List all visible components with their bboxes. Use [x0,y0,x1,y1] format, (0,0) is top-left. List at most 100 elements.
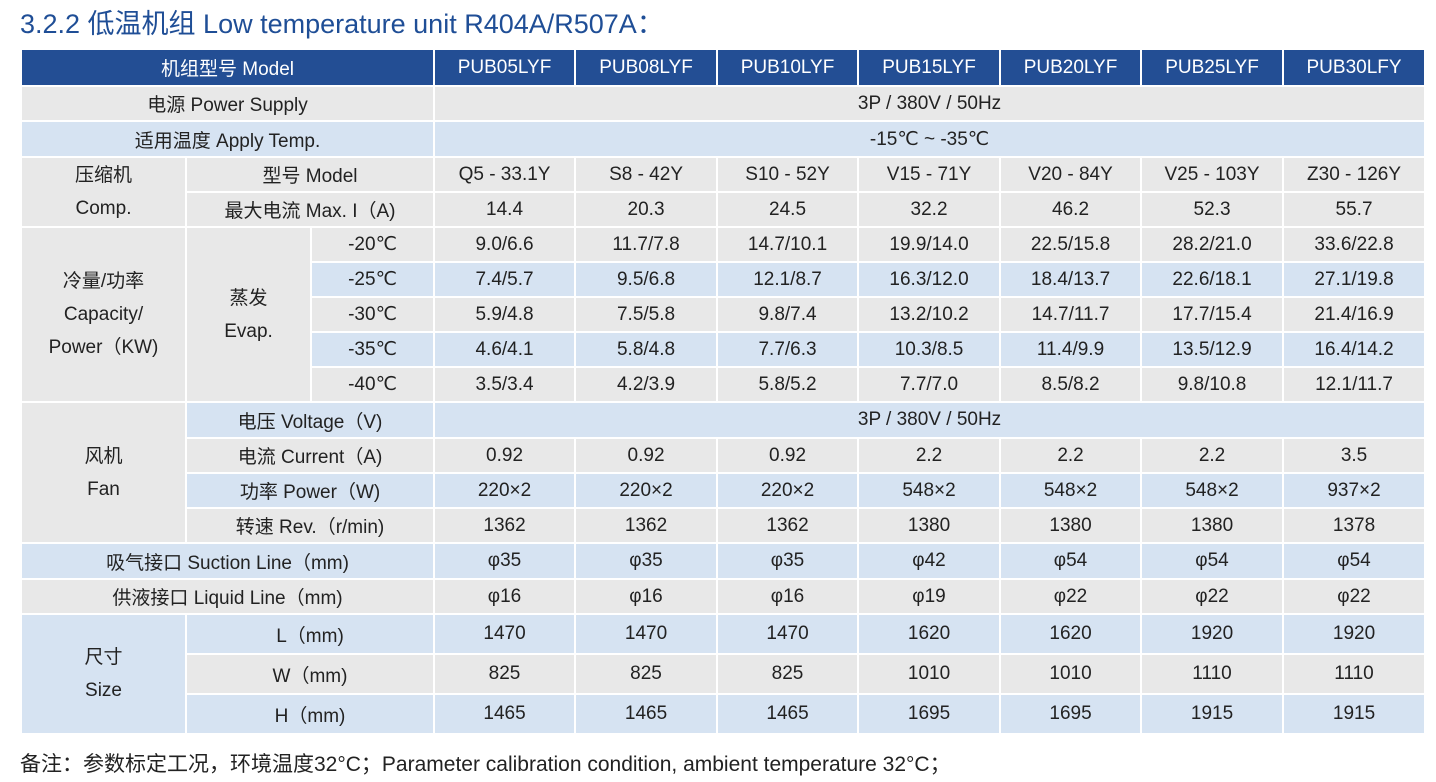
size-value: 1010 [999,653,1143,695]
fan-current: 2.2 [1140,437,1285,474]
size-dimension-label: L（mm) [184,613,436,655]
power-supply-row: 电源 Power Supply 3P / 380V / 50Hz [19,85,1427,122]
fan-current: 0.92 [574,437,719,474]
size-value: 825 [716,653,860,695]
size-row: W（mm) 825 825 825 1010 1010 1110 1110 [21,653,1427,695]
model-name: PUB20LYF [999,48,1143,87]
fan-group-zh: 风机 [84,445,123,467]
capacity-row: 冷量/功率 Capacity/ Power（KW) 蒸发 Evap. -20℃ … [20,226,1427,403]
capacity-group-label: 冷量/功率 Capacity/ Power（KW) [20,226,187,403]
fan-current-row: 电流 Current（A) 0.92 0.92 0.92 2.2 2.2 2.2… [21,437,1427,474]
capacity-value: 18.4/13.7 [999,261,1143,298]
fan-rev-row: 转速 Rev.（r/min) 1362 1362 1362 1380 1380 … [21,507,1427,544]
liquid-line-value: φ16 [716,578,860,615]
fan-current: 0.92 [716,437,860,474]
capacity-value: 13.5/12.9 [1140,331,1285,368]
size-value: 1110 [1282,653,1427,695]
compressor-group-en: Comp. [75,198,132,219]
evap-label: 蒸发 Evap. [185,226,312,403]
fan-current: 2.2 [999,437,1143,474]
evap-temp: -20℃ [309,226,436,263]
compressor-model: Z30 - 126Y [1282,156,1427,193]
compressor-current-label: 最大电流 Max. I（A) [184,191,436,228]
size-value: 1465 [574,693,719,735]
fan-group-en: Fan [87,478,120,500]
capacity-value: 7.4/5.7 [433,261,577,298]
evap-temp: -25℃ [309,261,436,298]
liquid-line-value: φ19 [857,578,1002,615]
compressor-current: 55.7 [1282,191,1427,228]
model-name: PUB15LYF [857,48,1002,87]
liquid-line-value: φ22 [1282,578,1427,615]
capacity-value: 33.6/22.8 [1282,226,1427,263]
size-row: H（mm) 1465 1465 1465 1695 1695 1915 1915 [21,693,1427,735]
capacity-value: 21.4/16.9 [1282,296,1427,333]
capacity-value: 16.4/14.2 [1282,331,1427,368]
size-value: 1915 [1282,693,1427,735]
fan-voltage-row: 风机 Fan 电压 Voltage（V) 3P / 380V / 50Hz [20,401,1427,544]
capacity-row: -25℃ 7.4/5.7 9.5/6.8 12.1/8.7 16.3/12.0 … [21,261,1427,298]
capacity-value: 5.9/4.8 [433,296,577,333]
compressor-model-row: 压缩机 Comp. 型号 Model Q5 - 33.1Y S8 - 42Y S… [20,156,1427,228]
suction-line-value: φ42 [857,542,1002,580]
size-value: 1915 [1140,693,1285,735]
size-value: 1920 [1140,613,1285,655]
capacity-value: 22.5/15.8 [999,226,1143,263]
compressor-current: 32.2 [857,191,1002,228]
compressor-group-label: 压缩机 Comp. [20,156,187,228]
capacity-value: 7.5/5.8 [574,296,719,333]
evap-temp: -30℃ [309,296,436,333]
model-name: PUB25LYF [1140,48,1285,87]
fan-rev: 1380 [999,507,1143,544]
size-value: 1695 [999,693,1143,735]
capacity-row: -40℃ 3.5/3.4 4.2/3.9 5.8/5.2 7.7/7.0 8.5… [21,366,1427,403]
fan-rev: 1362 [716,507,860,544]
capacity-value: 14.7/11.7 [999,296,1143,333]
size-group-label: 尺寸 Size [20,613,187,735]
size-value: 1620 [999,613,1143,655]
liquid-line-value: φ22 [1140,578,1285,615]
size-value: 1470 [574,613,719,655]
capacity-value: 11.7/7.8 [574,226,719,263]
capacity-value: 8.5/8.2 [999,366,1143,403]
capacity-value: 19.9/14.0 [857,226,1002,263]
size-value: 825 [433,653,577,695]
capacity-value: 14.7/10.1 [716,226,860,263]
capacity-group-en: Power（KW) [48,337,159,358]
fan-power: 220×2 [716,472,860,509]
power-supply-label: 电源 Power Supply [19,85,436,122]
capacity-value: 16.3/12.0 [857,261,1002,298]
fan-voltage-label: 电压 Voltage（V) [184,401,436,439]
capacity-value: 5.8/5.2 [716,366,860,403]
suction-line-label: 吸气接口 Suction Line（mm) [19,542,436,580]
header-model-label: 机组型号 Model [19,48,436,87]
apply-temp-value: -15℃ ~ -35℃ [433,120,1427,158]
suction-line-value: φ54 [1140,542,1285,580]
suction-line-value: φ35 [574,542,719,580]
size-row: 尺寸 Size L（mm) 1470 1470 1470 1620 1620 1… [20,613,1427,735]
capacity-value: 13.2/10.2 [857,296,1002,333]
fan-power: 937×2 [1282,472,1427,509]
capacity-value: 28.2/21.0 [1140,226,1285,263]
compressor-model-label: 型号 Model [184,156,436,193]
fan-current-label: 电流 Current（A) [184,437,436,474]
compressor-current: 14.4 [433,191,577,228]
capacity-value: 5.8/4.8 [574,331,719,368]
capacity-value: 7.7/6.3 [716,331,860,368]
capacity-value: 22.6/18.1 [1140,261,1285,298]
size-value: 1465 [433,693,577,735]
capacity-group-en: Capacity/ [63,304,144,325]
capacity-value: 9.8/10.8 [1140,366,1285,403]
compressor-current: 24.5 [716,191,860,228]
fan-power: 548×2 [1140,472,1285,509]
liquid-line-value: φ22 [999,578,1143,615]
evap-temp: -35℃ [309,331,436,368]
fan-rev: 1380 [1140,507,1285,544]
size-value: 1920 [1282,613,1427,655]
compressor-model: S10 - 52Y [716,156,860,193]
capacity-value: 12.1/11.7 [1282,366,1427,403]
capacity-value: 9.8/7.4 [716,296,860,333]
size-value: 1465 [716,693,860,735]
compressor-model: V20 - 84Y [999,156,1143,193]
capacity-value: 7.7/7.0 [857,366,1002,403]
